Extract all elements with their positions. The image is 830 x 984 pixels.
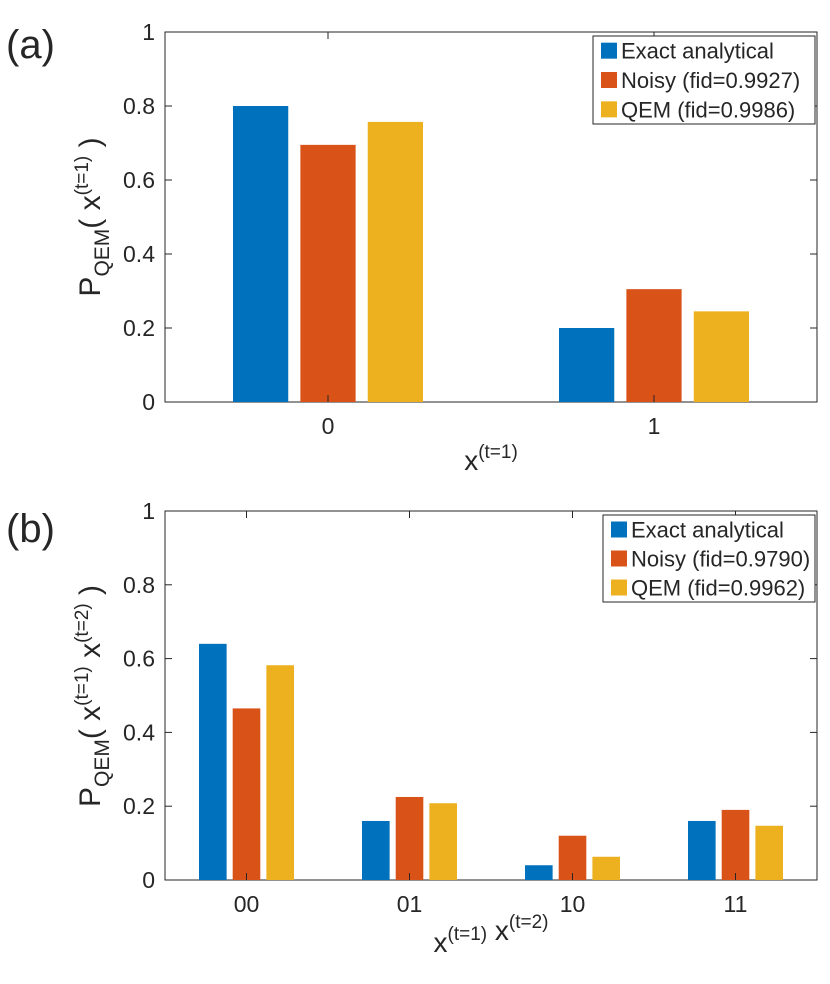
x-axis-label: x(t=1) (464, 442, 518, 476)
y-axis-label: PQEM( x(t=1) ) (72, 137, 114, 296)
bar (626, 289, 682, 402)
y-label-sup: (t=1) (72, 156, 93, 196)
bar (300, 144, 356, 402)
y-label-sup: (t=2) (72, 603, 93, 643)
bar (688, 820, 716, 880)
x-label-base: x (487, 915, 509, 946)
x-axis-label: x(t=1) x(t=2) (434, 912, 549, 958)
legend-swatch (601, 101, 617, 118)
x-label-sup: (t=1) (478, 442, 518, 463)
x-tick-label: 01 (397, 891, 423, 917)
legend-swatch (601, 42, 617, 59)
x-tick-label: 10 (560, 891, 586, 917)
bar (367, 121, 423, 402)
bar (559, 328, 615, 402)
x-tick-label: 00 (234, 891, 260, 917)
panel-label: (a) (6, 23, 55, 67)
y-label-base: P (74, 277, 107, 297)
y-tick-label: 0.6 (123, 646, 155, 672)
bar (592, 856, 620, 880)
bar (233, 106, 289, 402)
x-tick-label: 11 (724, 891, 748, 917)
y-axis-label: PQEM( x(t=1) x(t=2) ) (72, 585, 114, 807)
bar (693, 311, 749, 402)
y-label-base: x (74, 643, 107, 666)
y-tick-label: 0.2 (123, 315, 155, 341)
bar (755, 825, 783, 880)
y-label-sub: QEM (91, 229, 114, 277)
x-label-base: x (464, 445, 478, 476)
x-label-sup: (t=1) (448, 924, 488, 945)
legend-entry: QEM (fid=0.9986) (621, 97, 795, 122)
y-label-close: ) (74, 137, 107, 155)
x-tick-label: 1 (648, 413, 661, 439)
legend: Exact analytical Noisy (fid=0.9927) QEM (f… (592, 35, 816, 125)
y-tick-label: 0.8 (123, 572, 155, 598)
panel-a: 00.20.40.60.810 1(a)x(t=1)PQEM( x(t=1) )E… (6, 19, 818, 476)
legend-entry: Exact analytical (631, 518, 784, 543)
y-tick-label: 1 (142, 19, 155, 45)
legend-swatch (611, 579, 627, 596)
y-tick-label: 0.6 (123, 167, 155, 193)
bar (232, 708, 261, 880)
x-label-base: x (434, 927, 448, 958)
y-tick-label: 1 (142, 498, 155, 524)
y-tick-label: 0 (142, 389, 155, 415)
y-label-close: ) (74, 585, 107, 603)
legend-swatch (611, 550, 627, 567)
y-tick-label: 0 (142, 867, 155, 893)
panel-label: (b) (6, 507, 55, 551)
bar (395, 796, 424, 880)
bar (525, 865, 553, 880)
y-tick-label: 0.4 (123, 719, 155, 745)
bar (558, 835, 587, 880)
bar (721, 809, 750, 880)
legend-entry: Noisy (fid=0.9927) (621, 68, 800, 93)
y-label-base: ( x (74, 195, 107, 228)
x-label-sup: (t=2) (509, 912, 549, 933)
y-tick-label: 0.2 (123, 793, 155, 819)
legend-box (602, 514, 816, 603)
legend-entry: QEM (fid=0.9962) (631, 576, 805, 601)
legend-swatch (611, 521, 627, 538)
y-label-sub: QEM (91, 739, 114, 787)
y-tick-label: 0.4 (123, 241, 155, 267)
bar (362, 820, 390, 880)
y-label-base: ( x (74, 706, 107, 739)
legend-box (592, 35, 816, 125)
legend-entry: Exact analytical (621, 39, 774, 64)
x-tick-label: 0 (322, 413, 335, 439)
y-label-base: P (74, 787, 107, 807)
legend-swatch (601, 72, 617, 88)
y-tick-label: 0.8 (123, 93, 155, 119)
y-label-sup: (t=1) (72, 666, 93, 706)
bar (266, 665, 294, 880)
bar (199, 643, 227, 880)
legend: Exact analytical Noisy (fid=0.9790) QEM (f… (602, 514, 816, 603)
bar (429, 803, 457, 880)
legend-entry: Noisy (fid=0.9790) (631, 547, 810, 572)
